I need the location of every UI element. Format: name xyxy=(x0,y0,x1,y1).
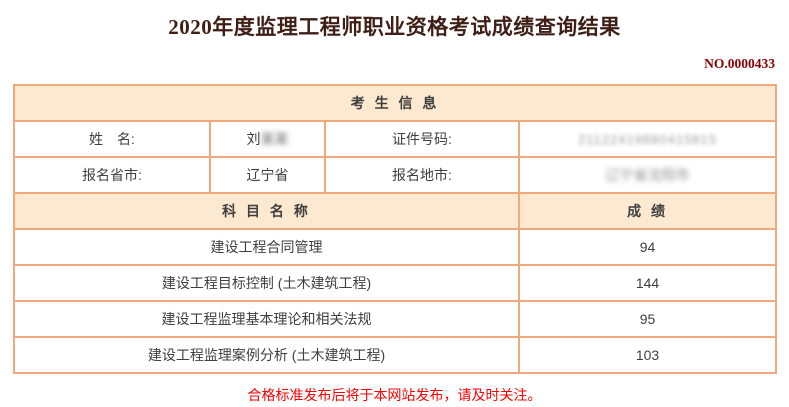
score-row: 建设工程合同管理 94 xyxy=(13,228,778,266)
serial-number: NO.0000433 xyxy=(704,56,775,71)
name-value: 刘某某 xyxy=(209,120,326,158)
id-number-label: 证件号码: xyxy=(324,120,520,158)
candidate-info-section-title: 考 生 信 息 xyxy=(12,84,778,122)
province-value: 辽宁省 xyxy=(209,156,326,194)
subject-name: 建设工程合同管理 xyxy=(13,228,520,266)
name-id-row: 姓 名: 刘某某 证件号码: 21122419880415815 xyxy=(13,120,778,158)
score-row: 建设工程监理基本理论和相关法规 95 xyxy=(13,300,778,338)
score-row: 建设工程目标控制 (土木建筑工程) 144 xyxy=(13,264,778,302)
subject-score: 144 xyxy=(517,264,778,302)
province-city-row: 报名省市: 辽宁省 报名地市: 辽宁省沈阳市 xyxy=(13,156,778,194)
candidate-info-header-row: 考 生 信 息 xyxy=(12,84,778,122)
id-number-value: 21122419880415815 xyxy=(517,120,778,158)
subject-score: 94 xyxy=(517,228,778,266)
subject-score: 95 xyxy=(517,300,778,338)
name-blurred-part: 某某 xyxy=(260,131,289,147)
subject-name: 建设工程目标控制 (土木建筑工程) xyxy=(13,264,520,302)
passing-standard-notice: 合格标准发布后将于本网站发布，请及时关注。 xyxy=(247,387,542,403)
score-column-header: 成 绩 xyxy=(517,192,778,230)
city-label: 报名地市: xyxy=(324,156,520,194)
city-value: 辽宁省沈阳市 xyxy=(517,156,778,194)
name-visible-part: 刘 xyxy=(246,131,261,147)
score-result-table: 考 生 信 息 姓 名: 刘某某 证件号码: 21122419880415815… xyxy=(12,84,778,374)
name-label: 姓 名: xyxy=(13,120,211,158)
city-blurred: 辽宁省沈阳市 xyxy=(605,167,690,183)
subject-column-header: 科 目 名 称 xyxy=(13,192,520,230)
score-table-header-row: 科 目 名 称 成 绩 xyxy=(13,192,778,230)
page-title: 2020年度监理工程师职业资格考试成绩查询结果 xyxy=(168,15,621,39)
province-label: 报名省市: xyxy=(13,156,211,194)
subject-name: 建设工程监理案例分析 (土木建筑工程) xyxy=(13,336,520,374)
subject-name: 建设工程监理基本理论和相关法规 xyxy=(13,300,520,338)
score-row: 建设工程监理案例分析 (土木建筑工程) 103 xyxy=(13,336,778,374)
id-number-blurred: 21122419880415815 xyxy=(578,132,717,147)
subject-score: 103 xyxy=(517,336,778,374)
